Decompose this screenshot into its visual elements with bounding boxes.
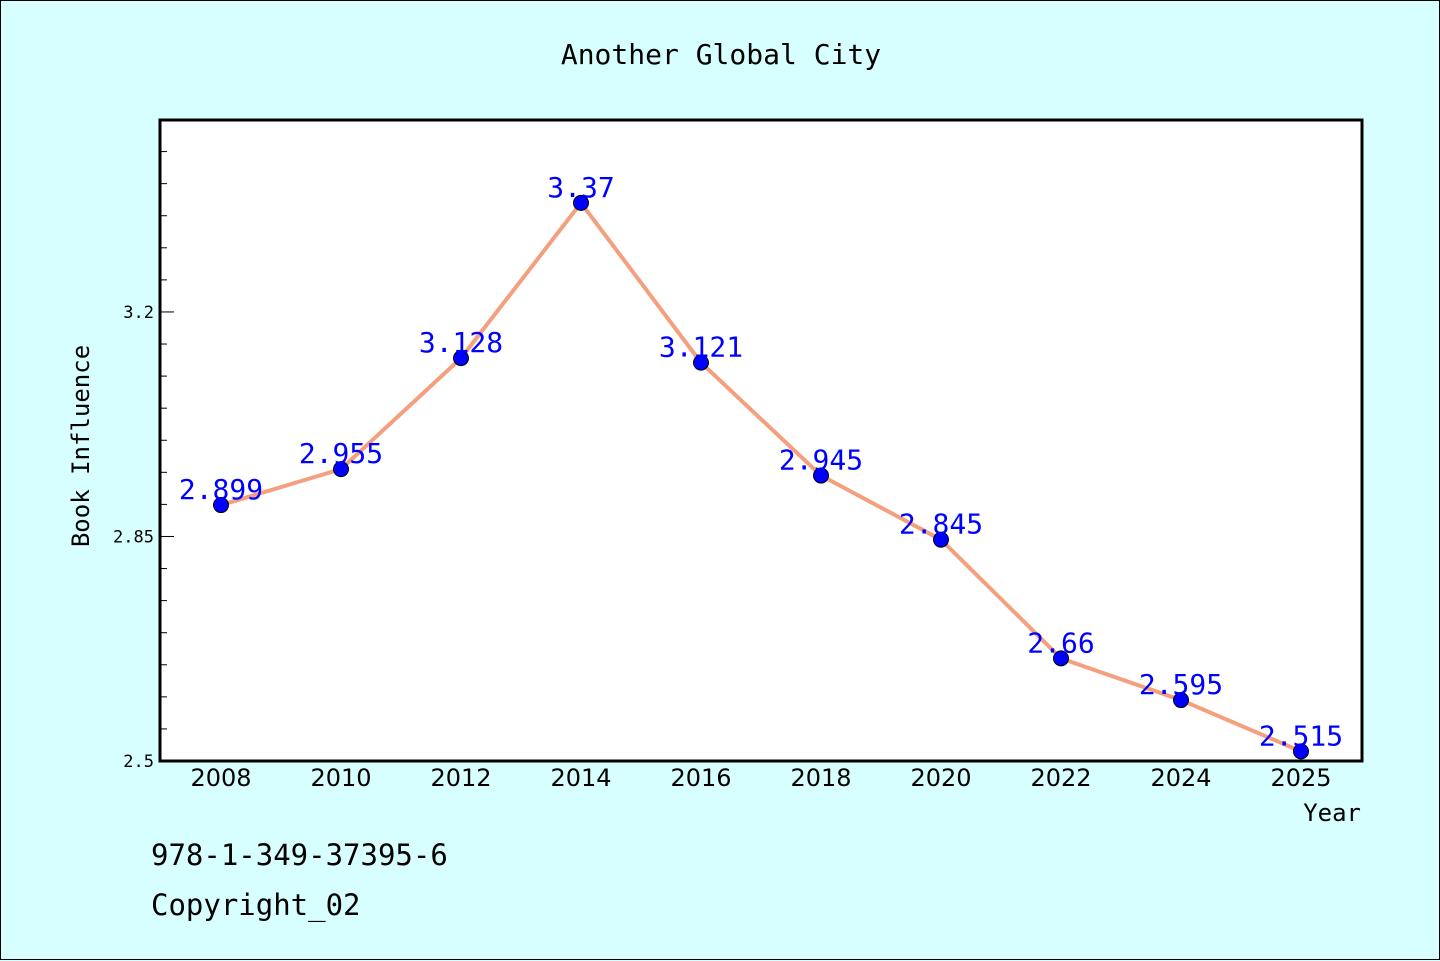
y-axis-labels: 2.5 2.85 3.2 [113,303,154,772]
data-point [693,354,709,371]
data-point [1173,692,1189,709]
x-axis-title: Year [1303,799,1361,827]
data-label: 3.37 [547,171,614,204]
y-tick-label: 2.5 [123,752,154,772]
y-minor-ticks [160,151,174,730]
x-tick-label: 2024 [1150,764,1211,792]
data-label: 2.899 [179,473,263,506]
x-tick-label: 2022 [1030,764,1091,792]
x-tick-label: 2008 [190,764,251,792]
data-label: 2.945 [779,444,863,477]
data-label: 2.595 [1139,668,1223,701]
data-point [333,461,349,478]
x-axis-labels: 2008 2010 2012 2014 2016 2018 2020 2022 2024 2025 [190,764,1331,792]
x-tick-label: 2012 [430,764,491,792]
x-tick-label: 2016 [670,764,731,792]
plot-area [158,118,1364,763]
data-label: 3.128 [419,326,503,359]
y-axis-title: Book Influence [67,345,95,547]
data-label: 3.121 [659,331,743,364]
isbn-text: 978-1-349-37395-6 [151,838,448,872]
data-point [213,497,229,514]
data-markers [213,194,1309,760]
copyright-text: Copyright_02 [151,888,361,923]
x-tick-label: 2020 [910,764,971,792]
data-point [813,467,829,484]
y-tick-label: 2.85 [113,527,154,547]
x-tick-label: 2010 [310,764,371,792]
data-point [1293,743,1309,760]
chart-title: Another Global City [561,38,881,71]
data-labels: 2.899 2.955 3.128 3.37 3.121 2.945 2.845 2.66 2.… [179,171,1343,752]
x-tick-label: 2018 [790,764,851,792]
data-point [1053,650,1069,667]
data-label: 2.955 [299,437,383,470]
series-line [220,200,1302,754]
data-label: 2.66 [1027,626,1094,659]
x-tick-label: 2025 [1270,764,1331,792]
data-label: 2.515 [1259,719,1343,752]
data-point [933,531,949,548]
data-point [453,350,469,367]
x-tick-label: 2014 [550,764,611,792]
y-tick-label: 3.2 [123,303,154,323]
data-label: 2.845 [899,508,983,541]
data-point [573,194,589,211]
